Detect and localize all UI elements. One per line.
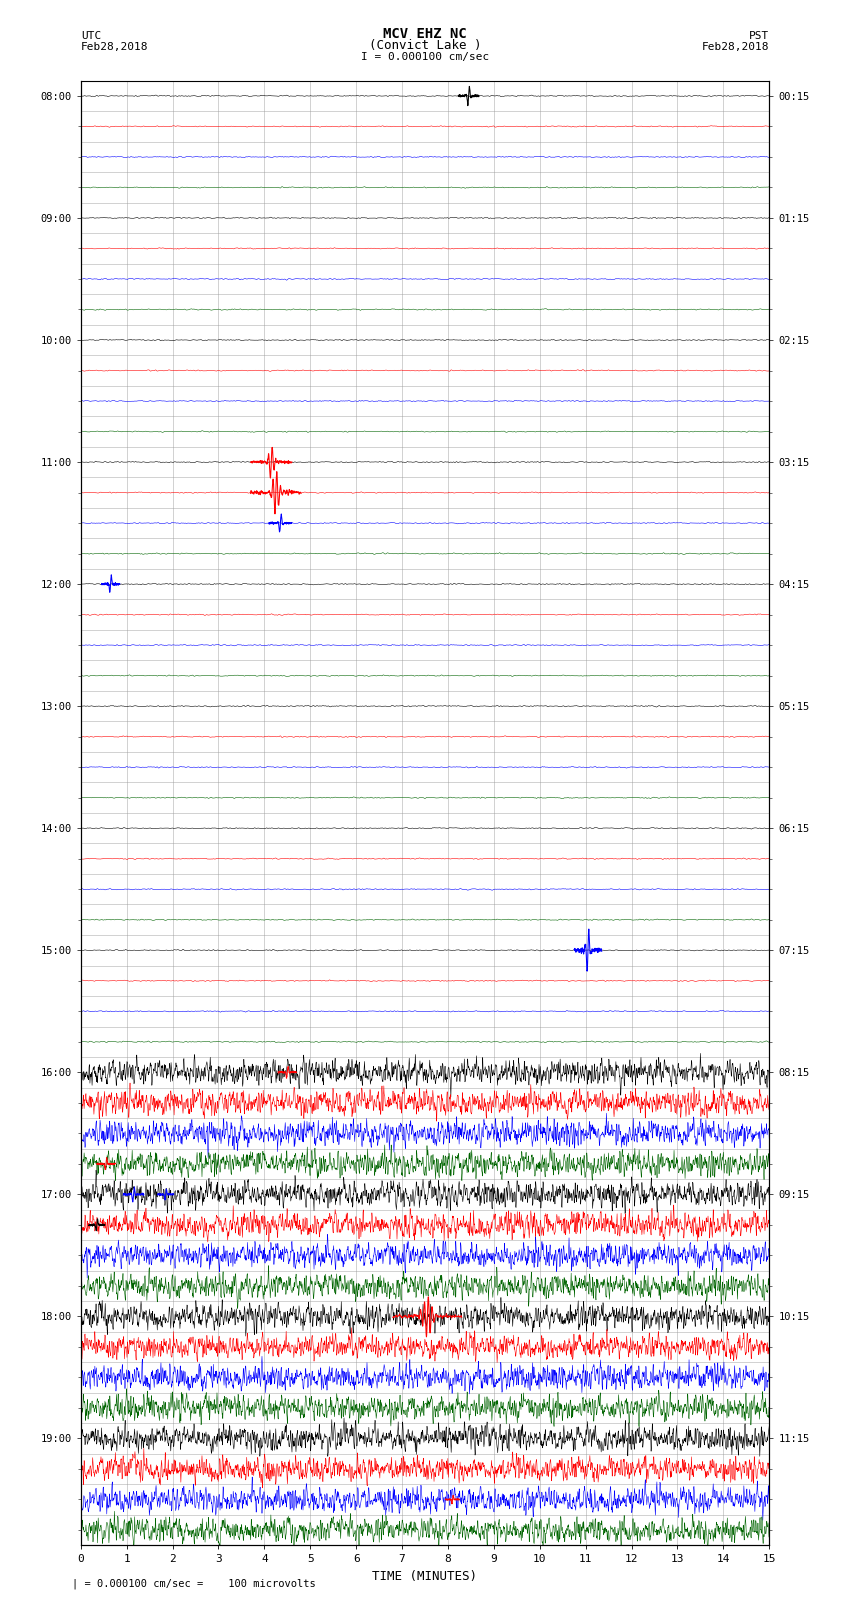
Text: (Convict Lake ): (Convict Lake ) bbox=[369, 39, 481, 52]
Text: I = 0.000100 cm/sec: I = 0.000100 cm/sec bbox=[361, 52, 489, 63]
Text: UTC: UTC bbox=[81, 31, 101, 40]
Text: PST: PST bbox=[749, 31, 769, 40]
Text: Feb28,2018: Feb28,2018 bbox=[702, 42, 769, 52]
X-axis label: TIME (MINUTES): TIME (MINUTES) bbox=[372, 1569, 478, 1582]
Text: MCV EHZ NC: MCV EHZ NC bbox=[383, 27, 467, 40]
Text: | = 0.000100 cm/sec =    100 microvolts: | = 0.000100 cm/sec = 100 microvolts bbox=[72, 1579, 316, 1589]
Text: Feb28,2018: Feb28,2018 bbox=[81, 42, 148, 52]
